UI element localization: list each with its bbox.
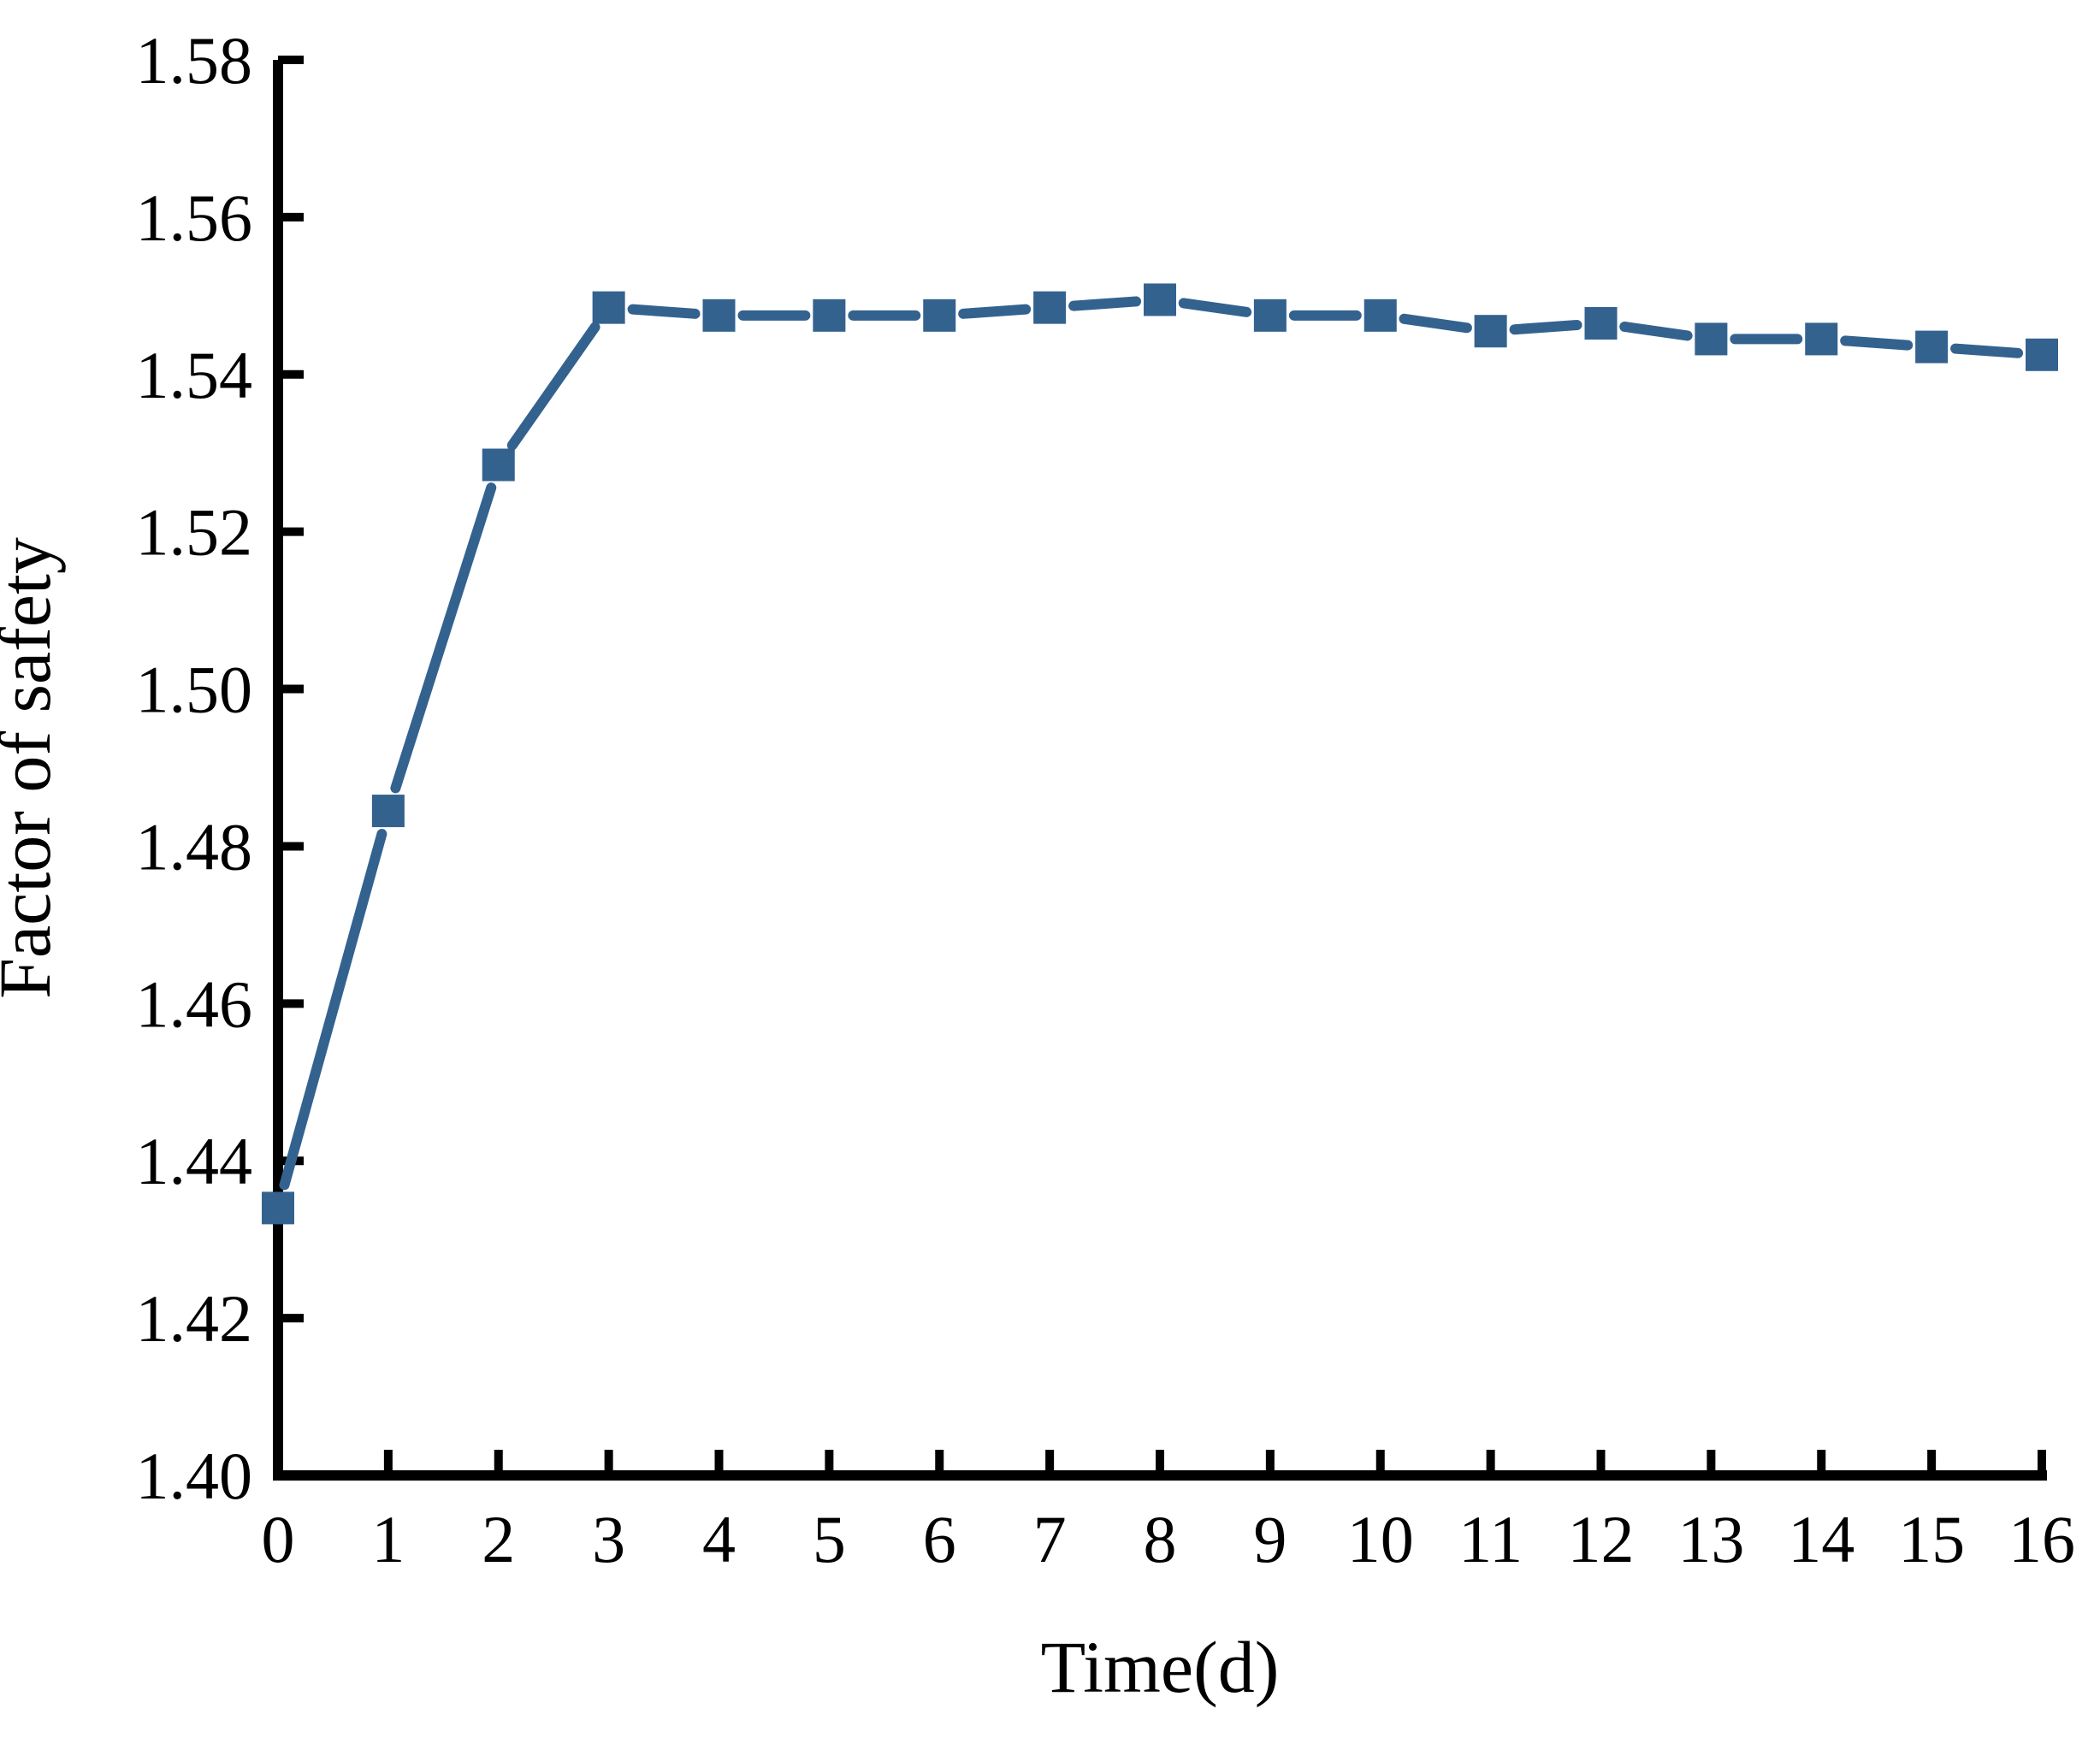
x-tick-label: 7	[1033, 1502, 1067, 1576]
data-point-marker	[482, 448, 515, 482]
data-point-marker	[1805, 322, 1838, 356]
y-axis-title: Factor of safety	[0, 537, 66, 999]
series-line-segment	[1619, 321, 1693, 341]
x-tick-label: 8	[1144, 1502, 1177, 1576]
data-point-marker	[1144, 283, 1176, 316]
data-point-marker	[1915, 330, 1949, 364]
y-tick-label: 1.54	[136, 338, 253, 412]
data-point-marker	[371, 795, 405, 828]
series-line-segment	[390, 482, 497, 794]
data-point-marker	[592, 291, 625, 324]
y-tick-label: 1.46	[136, 967, 253, 1041]
data-point-marker	[1695, 322, 1728, 356]
data-point-marker	[1253, 299, 1287, 332]
series-line-segment	[627, 304, 701, 319]
data-point-marker	[262, 1191, 294, 1225]
x-tick-label: 6	[923, 1502, 956, 1576]
x-tick-label: 14	[1788, 1502, 1855, 1576]
x-tick-label: 15	[1898, 1502, 1965, 1576]
x-tick-label: 13	[1677, 1502, 1744, 1576]
x-axis-title: Time(d)	[1041, 1626, 1280, 1708]
x-tick-label: 9	[1253, 1502, 1287, 1576]
x-tick-label: 16	[2008, 1502, 2075, 1576]
y-tick-label: 1.52	[136, 495, 253, 570]
series-line-segment	[1509, 320, 1582, 335]
series-line-segment	[506, 322, 600, 451]
series-line-segment	[1178, 298, 1252, 317]
x-tick-label: 10	[1347, 1502, 1414, 1576]
plot-area: 1.40 1.42 1.44 1.46 1.48 1.50 1.52 1.54 1.56 1.58…	[136, 23, 2076, 1576]
data-point-marker	[2026, 338, 2058, 371]
x-tick-label: 2	[482, 1502, 515, 1576]
data-point-marker	[1474, 315, 1507, 348]
y-tick-label: 1.58	[136, 23, 253, 98]
y-tick-label: 1.44	[136, 1124, 253, 1198]
x-tick-label: 1	[371, 1502, 405, 1576]
data-point-marker	[1364, 299, 1397, 332]
series-line-segment	[279, 829, 387, 1191]
data-point-marker	[923, 299, 956, 332]
y-tick-label: 1.50	[136, 653, 253, 727]
series-line-segment	[1068, 296, 1142, 311]
y-tick-label: 1.40	[136, 1439, 253, 1513]
data-point-marker	[1033, 291, 1067, 324]
y-tick-label: 1.42	[136, 1281, 253, 1356]
data-point-marker	[813, 299, 846, 332]
data-point-marker	[1584, 307, 1618, 340]
x-tick-label: 11	[1458, 1502, 1523, 1576]
x-tick-label: 5	[813, 1502, 846, 1576]
data-point-marker	[702, 299, 736, 332]
x-tick-label: 0	[262, 1502, 295, 1576]
series-line-segment	[958, 304, 1032, 319]
series-line-segment	[1840, 335, 1914, 351]
x-tick-label: 12	[1568, 1502, 1635, 1576]
x-tick-label: 3	[592, 1502, 625, 1576]
y-tick-label: 1.48	[136, 809, 253, 884]
series-line-segment	[1950, 343, 2024, 358]
y-tick-label: 1.56	[136, 180, 253, 255]
x-tick-label: 4	[702, 1502, 736, 1576]
series-line-segment	[1399, 313, 1472, 334]
